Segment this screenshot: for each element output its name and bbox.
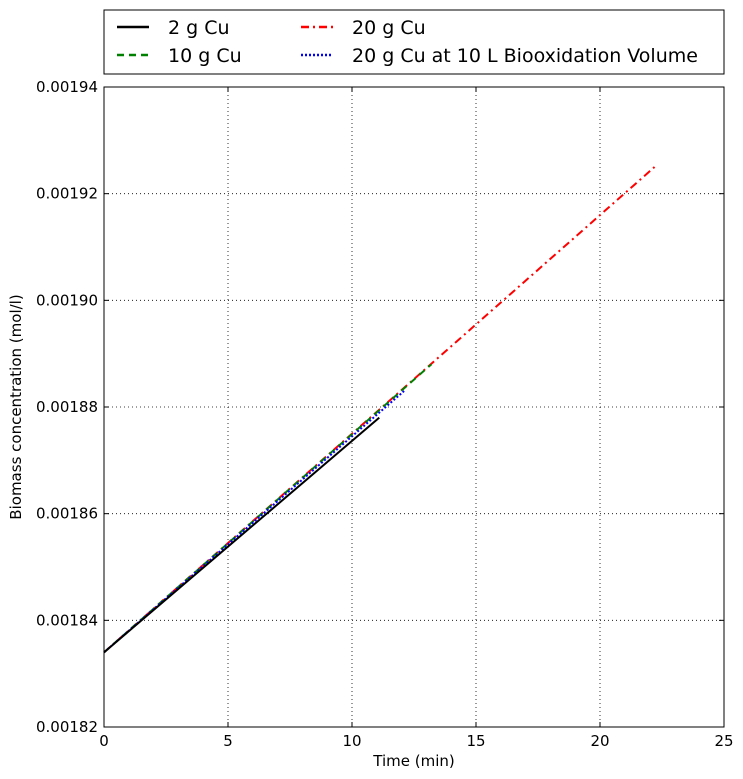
x-tick-label: 0 <box>99 732 109 750</box>
legend-label-2: 10 g Cu <box>168 45 242 67</box>
y-tick-label: 0.00194 <box>36 78 98 96</box>
y-tick-label: 0.00184 <box>36 611 98 629</box>
y-tick-label: 0.00186 <box>36 505 98 523</box>
y-axis-label: Biomass concentration (mol/l) <box>7 294 25 519</box>
axis-ticks: 0 5 10 15 20 25 0.00182 0.00184 0.00186 0.00188 0.… <box>36 78 734 750</box>
x-tick-label: 15 <box>466 732 485 750</box>
legend-label-4: 20 g Cu at 10 L Biooxidation Volume <box>352 45 698 67</box>
y-tick-label: 0.00188 <box>36 398 98 416</box>
y-tick-label: 0.00182 <box>36 718 98 736</box>
legend-label-1: 2 g Cu <box>168 17 230 39</box>
x-tick-label: 5 <box>223 732 233 750</box>
y-tick-label: 0.00192 <box>36 185 98 203</box>
y-tick-label: 0.00190 <box>36 291 98 309</box>
series-line-1 <box>103 416 380 654</box>
x-axis-label: Time (min) <box>372 752 454 770</box>
legend-frame <box>103 9 725 75</box>
legend-label-3: 20 g Cu <box>352 17 426 39</box>
legend: 2 g Cu 10 g Cu 20 g Cu 20 g Cu at 10 L Bioo… <box>103 9 725 75</box>
x-tick-label: 10 <box>342 732 361 750</box>
series-lines <box>103 166 656 654</box>
x-tick-label: 20 <box>590 732 609 750</box>
grid <box>104 87 724 727</box>
x-tick-label: 25 <box>714 732 733 750</box>
